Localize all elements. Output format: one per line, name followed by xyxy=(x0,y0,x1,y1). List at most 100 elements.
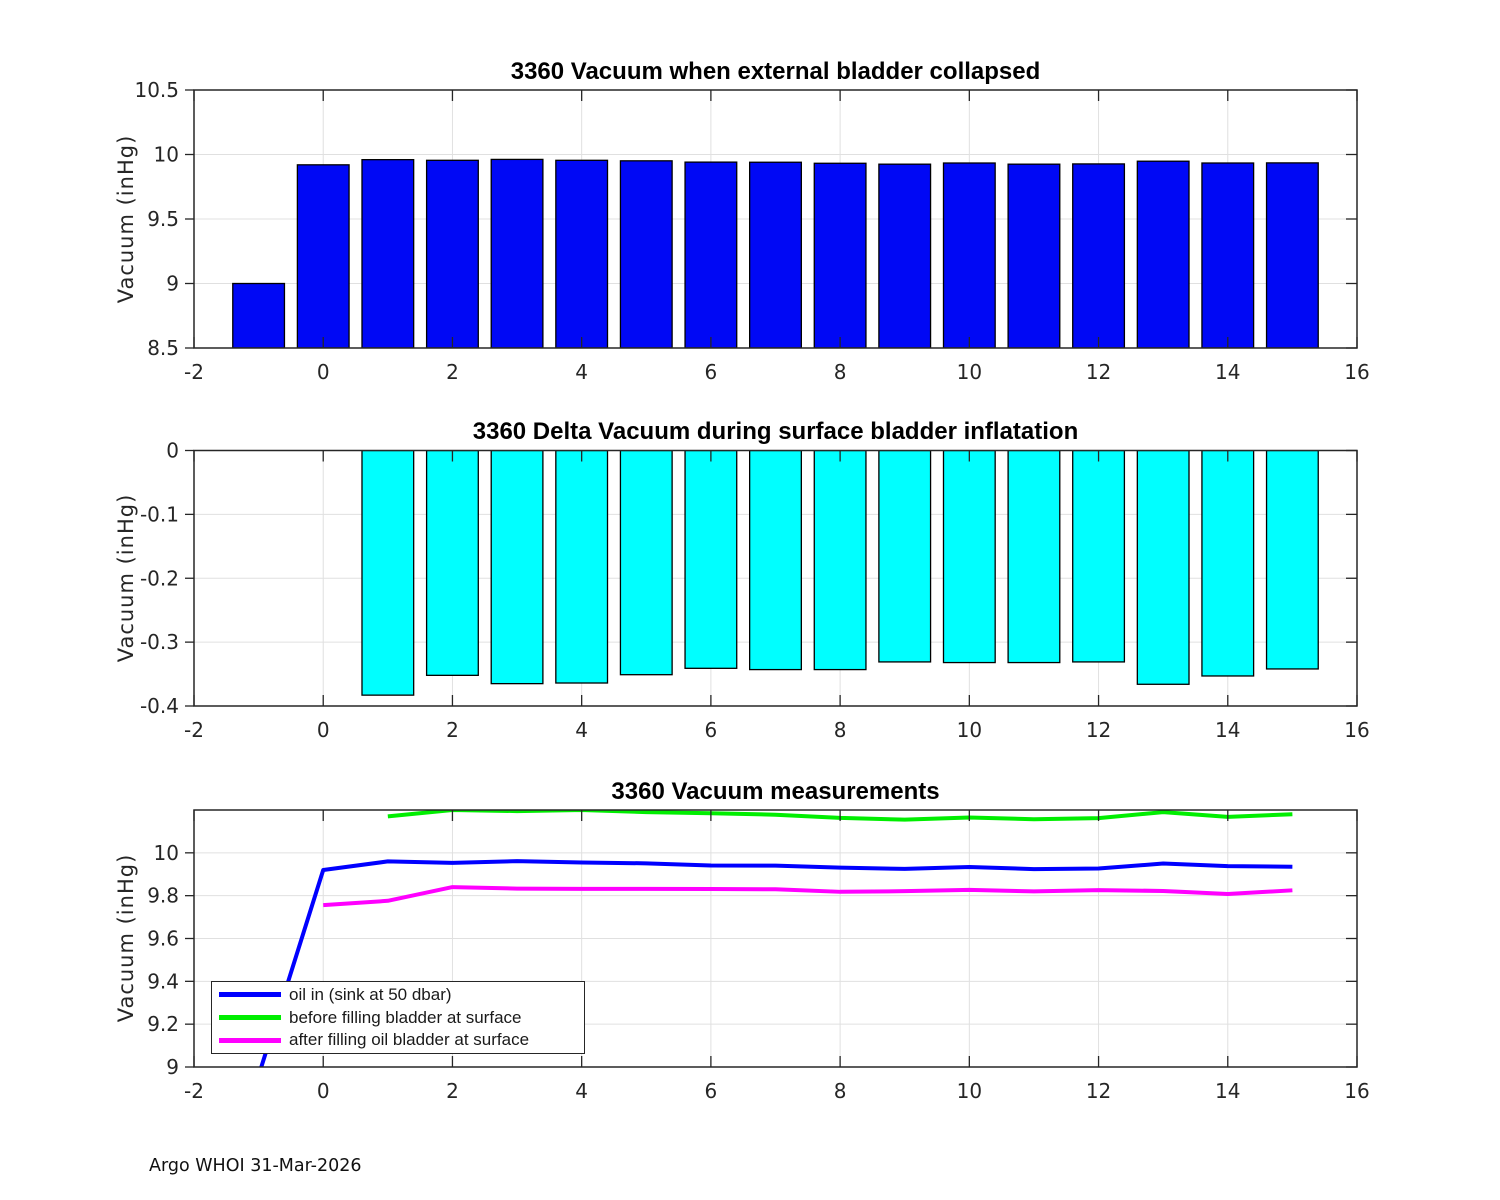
bar-delta-vacuum-x7 xyxy=(749,450,802,671)
legend-row-before-filling: before filling bladder at surface xyxy=(212,1008,584,1028)
bar-delta-vacuum-x11 xyxy=(1007,450,1061,664)
svg-text:4: 4 xyxy=(575,718,588,742)
ticks-delta-vacuum xyxy=(185,449,1358,707)
chart-delta-vacuum: -2 0 2 4 6 8 10 12 14 16 -0.4 -0.3 -0.2 -0.1 0 xyxy=(140,439,1370,743)
bar-vacuum-collapsed-x1 xyxy=(361,159,415,348)
legend-label-after-filling: after filling oil bladder at surface xyxy=(289,1030,530,1050)
svg-text:0: 0 xyxy=(317,360,330,384)
bar-vacuum-collapsed-x10 xyxy=(942,162,996,348)
bar-delta-vacuum-x4 xyxy=(555,450,609,684)
svg-text:9.2: 9.2 xyxy=(147,1012,179,1036)
svg-text:16: 16 xyxy=(1344,1079,1369,1103)
bar-vacuum-collapsed-x7 xyxy=(749,161,802,348)
svg-text:0: 0 xyxy=(317,718,330,742)
legend-row-after-filling: after filling oil bladder at surface xyxy=(212,1030,584,1050)
bar-vacuum-collapsed-x12 xyxy=(1072,163,1126,348)
bar-delta-vacuum-x8 xyxy=(813,450,867,671)
svg-text:10: 10 xyxy=(154,143,179,167)
svg-text:14: 14 xyxy=(1215,360,1240,384)
bar-vacuum-collapsed-x13 xyxy=(1136,160,1190,348)
line-vacuum-measurements xyxy=(323,885,1293,908)
series-delta-vacuum xyxy=(361,450,1319,696)
svg-text:6: 6 xyxy=(705,360,718,384)
svg-text:16: 16 xyxy=(1344,718,1369,742)
svg-text:9.6: 9.6 xyxy=(147,927,179,951)
bar-vacuum-collapsed-x8 xyxy=(813,162,867,348)
bar-vacuum-collapsed-x14 xyxy=(1201,162,1255,348)
svg-text:-0.4: -0.4 xyxy=(140,694,179,718)
svg-text:0: 0 xyxy=(317,1079,330,1103)
y-axis-label-top-chart: Vacuum (inHg) xyxy=(114,134,138,304)
bar-delta-vacuum-x3 xyxy=(490,450,544,685)
bar-delta-vacuum-x6 xyxy=(684,450,738,669)
svg-text:10: 10 xyxy=(957,1079,982,1103)
svg-text:9: 9 xyxy=(166,1055,179,1079)
ticks-vacuum-collapsed xyxy=(185,89,1358,349)
y-axis-label-bottom-chart: Vacuum (inHg) xyxy=(114,853,138,1023)
svg-text:2: 2 xyxy=(446,360,459,384)
svg-text:4: 4 xyxy=(575,360,588,384)
bar-vacuum-collapsed-x9 xyxy=(878,163,932,348)
legend-row-oil-in: oil in (sink at 50 dbar) xyxy=(212,985,584,1005)
bar-delta-vacuum-x12 xyxy=(1072,450,1126,663)
series-vacuum-collapsed xyxy=(232,158,1319,348)
tick-labels-vacuum-measurements: -2 0 2 4 6 8 10 12 14 16 9 9.2 9.4 9.6 9.8 10 xyxy=(147,841,1370,1103)
svg-text:10: 10 xyxy=(957,718,982,742)
chart-title-vacuum-collapsed: 3360 Vacuum when external bladder collap… xyxy=(510,58,1041,85)
svg-text:12: 12 xyxy=(1086,1079,1111,1103)
svg-text:14: 14 xyxy=(1215,718,1240,742)
svg-text:10: 10 xyxy=(154,841,179,865)
svg-text:9: 9 xyxy=(166,272,179,296)
bar-vacuum-collapsed-x5 xyxy=(619,160,673,348)
bar-delta-vacuum-x15 xyxy=(1265,450,1319,670)
svg-text:6: 6 xyxy=(705,718,718,742)
svg-text:12: 12 xyxy=(1086,360,1111,384)
bar-delta-vacuum-x1 xyxy=(361,450,415,696)
svg-text:8: 8 xyxy=(834,718,847,742)
bar-vacuum-collapsed-x-1 xyxy=(232,282,286,348)
chart-vacuum-measurements: -2 0 2 4 6 8 10 12 14 16 9 9.2 9.4 9.6 9.8 10 xyxy=(147,809,1370,1103)
svg-text:12: 12 xyxy=(1086,718,1111,742)
bar-vacuum-collapsed-x0 xyxy=(296,164,350,348)
chart-title-vacuum-measurements: 3360 Vacuum measurements xyxy=(611,778,940,805)
svg-text:-0.1: -0.1 xyxy=(140,502,179,526)
chart-title-delta-vacuum: 3360 Delta Vacuum during surface bladder… xyxy=(472,418,1079,445)
footer-text: Argo WHOI 31-Mar-2026 xyxy=(149,1156,362,1176)
bar-vacuum-collapsed-x15 xyxy=(1265,162,1319,348)
svg-text:8.5: 8.5 xyxy=(147,336,179,360)
bar-delta-vacuum-x13 xyxy=(1136,450,1190,685)
bar-vacuum-collapsed-x2 xyxy=(425,159,479,348)
legend-line-swatch-green xyxy=(219,1015,281,1020)
bar-vacuum-collapsed-x4 xyxy=(555,159,609,348)
tick-labels-vacuum-collapsed: -2 0 2 4 6 8 10 12 14 16 8.5 9 9.5 10 10.5 xyxy=(134,78,1369,384)
svg-text:10.5: 10.5 xyxy=(134,78,179,102)
bar-delta-vacuum-x10 xyxy=(942,450,996,664)
svg-text:-2: -2 xyxy=(184,718,204,742)
bar-vacuum-collapsed-x11 xyxy=(1007,163,1061,348)
svg-text:8: 8 xyxy=(834,1079,847,1103)
svg-text:-0.2: -0.2 xyxy=(140,566,179,590)
bar-delta-vacuum-x9 xyxy=(878,450,932,663)
ticks-vacuum-measurements xyxy=(185,810,1358,1068)
svg-text:2: 2 xyxy=(446,718,459,742)
legend-line-swatch-blue xyxy=(219,992,281,998)
legend: oil in (sink at 50 dbar) before filling … xyxy=(211,981,585,1054)
svg-text:16: 16 xyxy=(1344,360,1369,384)
svg-text:10: 10 xyxy=(957,360,982,384)
svg-text:9.4: 9.4 xyxy=(147,969,179,993)
bar-vacuum-collapsed-x6 xyxy=(684,161,738,348)
svg-text:4: 4 xyxy=(575,1079,588,1103)
bar-delta-vacuum-x14 xyxy=(1201,450,1255,677)
svg-text:9.8: 9.8 xyxy=(147,884,179,908)
svg-text:-2: -2 xyxy=(184,360,204,384)
legend-label-before-filling: before filling bladder at surface xyxy=(289,1007,522,1027)
svg-text:8: 8 xyxy=(834,360,847,384)
legend-line-swatch-magenta xyxy=(219,1037,281,1043)
line-vacuum-measurements xyxy=(259,859,1293,1067)
legend-label-oil-in: oil in (sink at 50 dbar) xyxy=(289,984,452,1004)
y-axis-label-middle-chart: Vacuum (inHg) xyxy=(114,493,138,663)
bar-delta-vacuum-x2 xyxy=(425,450,479,676)
bar-vacuum-collapsed-x3 xyxy=(490,158,544,348)
